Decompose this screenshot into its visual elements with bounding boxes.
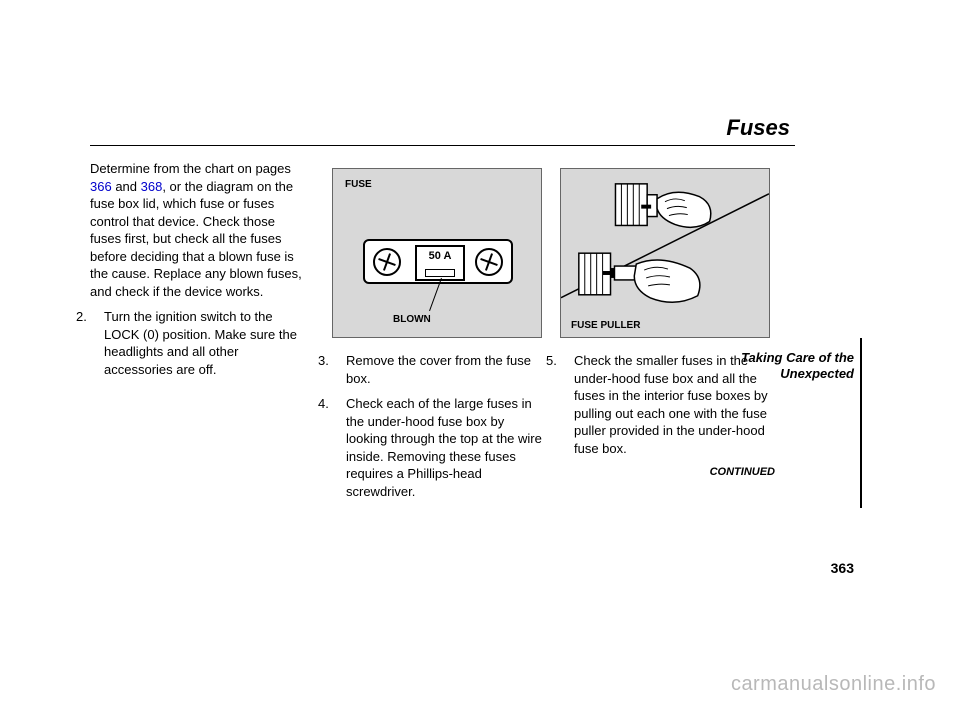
label-fuse: FUSE xyxy=(345,179,372,190)
step-text: Check the smaller fuses in the under-hoo… xyxy=(574,353,768,456)
step-3: 3.Remove the cover from the fuse box. xyxy=(332,352,547,387)
column-1: Determine from the chart on pages 366 an… xyxy=(90,160,305,387)
step-number: 5. xyxy=(560,352,574,370)
step-number: 4. xyxy=(332,395,346,413)
label-fuse-puller: FUSE PULLER xyxy=(571,320,640,331)
step-text: Check each of the large fuses in the und… xyxy=(346,396,542,499)
text: and xyxy=(112,179,141,194)
step-4: 4.Check each of the large fuses in the u… xyxy=(332,395,547,500)
step-text: Turn the ignition switch to the LOCK (0)… xyxy=(104,309,297,377)
label-blown: BLOWN xyxy=(393,314,431,325)
continued-label: CONTINUED xyxy=(560,465,775,480)
figure-fuse-blown: FUSE 50 A BLOWN xyxy=(332,168,542,338)
fuse-wire-icon xyxy=(425,269,455,277)
text: Determine from the chart on pages xyxy=(90,161,291,176)
header-rule xyxy=(90,145,795,146)
page-link-366[interactable]: 366 xyxy=(90,179,112,194)
step-number: 2. xyxy=(90,308,104,326)
step-2: 2.Turn the ignition switch to the LOCK (… xyxy=(90,308,305,378)
screw-left-icon xyxy=(373,248,401,276)
page-link-368[interactable]: 368 xyxy=(141,179,163,194)
side-rule xyxy=(860,338,862,508)
watermark: carmanualsonline.info xyxy=(731,673,936,696)
fuse-amperage: 50 A xyxy=(417,250,463,262)
manual-page: Fuses Determine from the chart on pages … xyxy=(0,0,960,714)
figure-fuse-puller: FUSE PULLER xyxy=(560,168,770,338)
page-number: 363 xyxy=(831,560,854,576)
column-2: 3.Remove the cover from the fuse box. 4.… xyxy=(332,352,547,508)
step-number: 3. xyxy=(332,352,346,370)
intro-paragraph: Determine from the chart on pages 366 an… xyxy=(90,160,305,300)
screw-right-icon xyxy=(475,248,503,276)
fuse-window: 50 A xyxy=(415,245,465,281)
section-line1: Taking Care of the xyxy=(741,350,854,365)
fuse-puller-illustration xyxy=(561,169,769,337)
text: , or the diagram on the fuse box lid, wh… xyxy=(90,179,302,299)
page-title: Fuses xyxy=(726,115,790,141)
step-text: Remove the cover from the fuse box. xyxy=(346,353,531,386)
fuse-body: 50 A xyxy=(363,239,513,284)
section-label: Taking Care of the Unexpected xyxy=(741,350,854,381)
section-line2: Unexpected xyxy=(780,366,854,381)
